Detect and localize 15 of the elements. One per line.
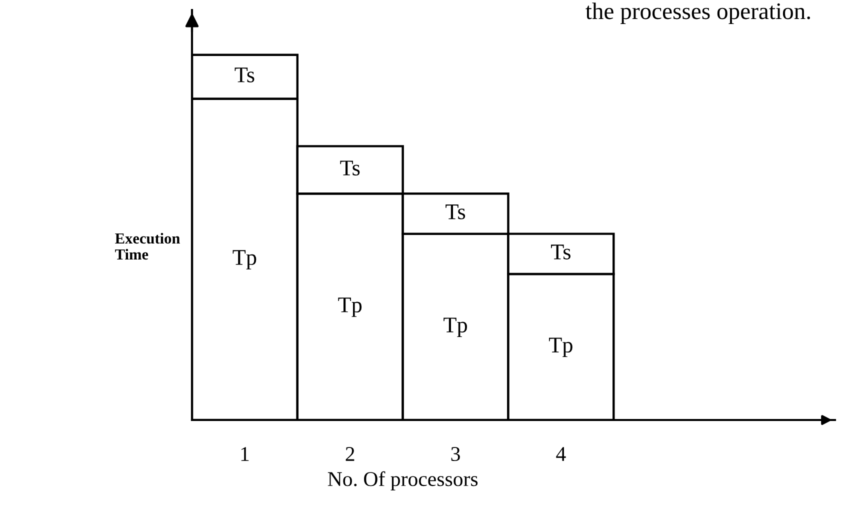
series-label: Ts (446, 204, 466, 220)
text: Tp (338, 298, 362, 317)
text: the processes operation. (586, 2, 810, 24)
text: Tp (548, 338, 572, 358)
x-tick-label: 3 (451, 447, 460, 462)
text: Ts (234, 68, 254, 82)
text: Ts (340, 160, 360, 176)
text: Ts (551, 244, 570, 260)
x-axis-title: No. Of processors (328, 471, 478, 490)
y-axis-title: Execution Time (115, 232, 180, 260)
x-tick-label: 4 (556, 447, 566, 461)
text: Tp (444, 318, 467, 337)
x-tick-label: 2 (346, 447, 354, 461)
series-label: Tp (232, 250, 256, 270)
x-tick-label: 1 (241, 447, 249, 461)
